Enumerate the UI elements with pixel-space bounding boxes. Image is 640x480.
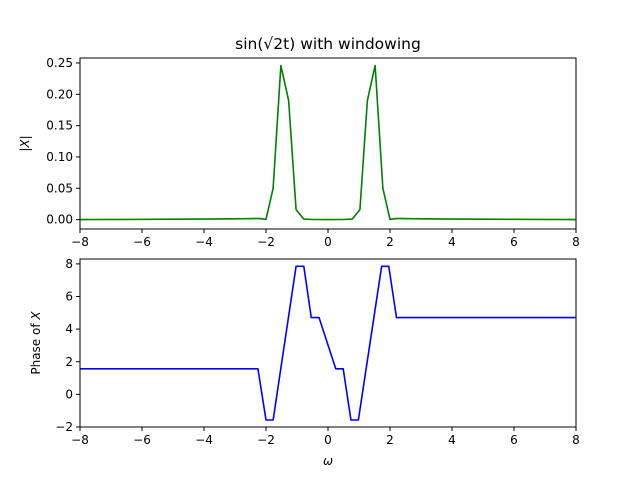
magnitude-x-tick-label: 8: [572, 235, 580, 249]
phase-x-tick-label: 8: [572, 433, 580, 447]
phase-x-tick-label: 6: [510, 433, 518, 447]
magnitude-y-tick-label: 0.10: [46, 150, 73, 164]
phase-y-tick-label: 8: [65, 257, 73, 271]
magnitude-y-tick-label: 0.25: [46, 56, 73, 70]
magnitude-x-tick-label: 0: [324, 235, 332, 249]
chart-title: sin(√2t) with windowing: [235, 35, 421, 53]
magnitude-x-tick-label: −8: [71, 235, 89, 249]
magnitude-x-tick-label: −4: [195, 235, 213, 249]
phase-y-axis-label: Phase of X: [29, 311, 43, 375]
phase-y-tick-label: 0: [65, 387, 73, 401]
phase-y-tick-label: −2: [55, 420, 73, 434]
phase-x-tick-label: −2: [257, 433, 275, 447]
phase-x-tick-label: 4: [448, 433, 456, 447]
magnitude-y-axis-label: |X|: [18, 135, 32, 151]
phase-x-axis-label: ω: [323, 454, 333, 468]
phase-y-tick-label: 2: [65, 355, 73, 369]
magnitude-y-tick-label: 0.00: [46, 213, 73, 227]
magnitude-x-tick-label: 4: [448, 235, 456, 249]
magnitude-panel: −8 −6 −4 −2 0 2 4 6 8 0.00 0.05 0.10 0.15 0.20 0.25 |X|: [18, 56, 580, 249]
phase-y-tick-label: 6: [65, 290, 73, 304]
phase-x-tick-label: −8: [71, 433, 89, 447]
phase-x-tick-label: 0: [324, 433, 332, 447]
phase-panel: −8 −6 −4 −2 0 2 4 6 8 −2 0 2 4 6 8 Phase of X ω: [29, 257, 580, 468]
magnitude-series-line: [79, 64, 577, 221]
magnitude-y-tick-label: 0.15: [46, 119, 73, 133]
phase-x-tick-label: −6: [133, 433, 151, 447]
magnitude-y-tick-label: 0.05: [46, 181, 73, 195]
magnitude-x-tick-label: −2: [257, 235, 275, 249]
magnitude-y-tick-label: 0.20: [46, 87, 73, 101]
phase-y-tick-label: 4: [65, 322, 73, 336]
phase-series-line: [80, 265, 576, 421]
magnitude-x-tick-label: 6: [510, 235, 518, 249]
magnitude-x-tick-label: 2: [386, 235, 394, 249]
phase-x-tick-label: 2: [386, 433, 394, 447]
magnitude-axes-frame: [79, 57, 577, 230]
magnitude-x-tick-label: −6: [133, 235, 151, 249]
phase-x-tick-label: −4: [195, 433, 213, 447]
